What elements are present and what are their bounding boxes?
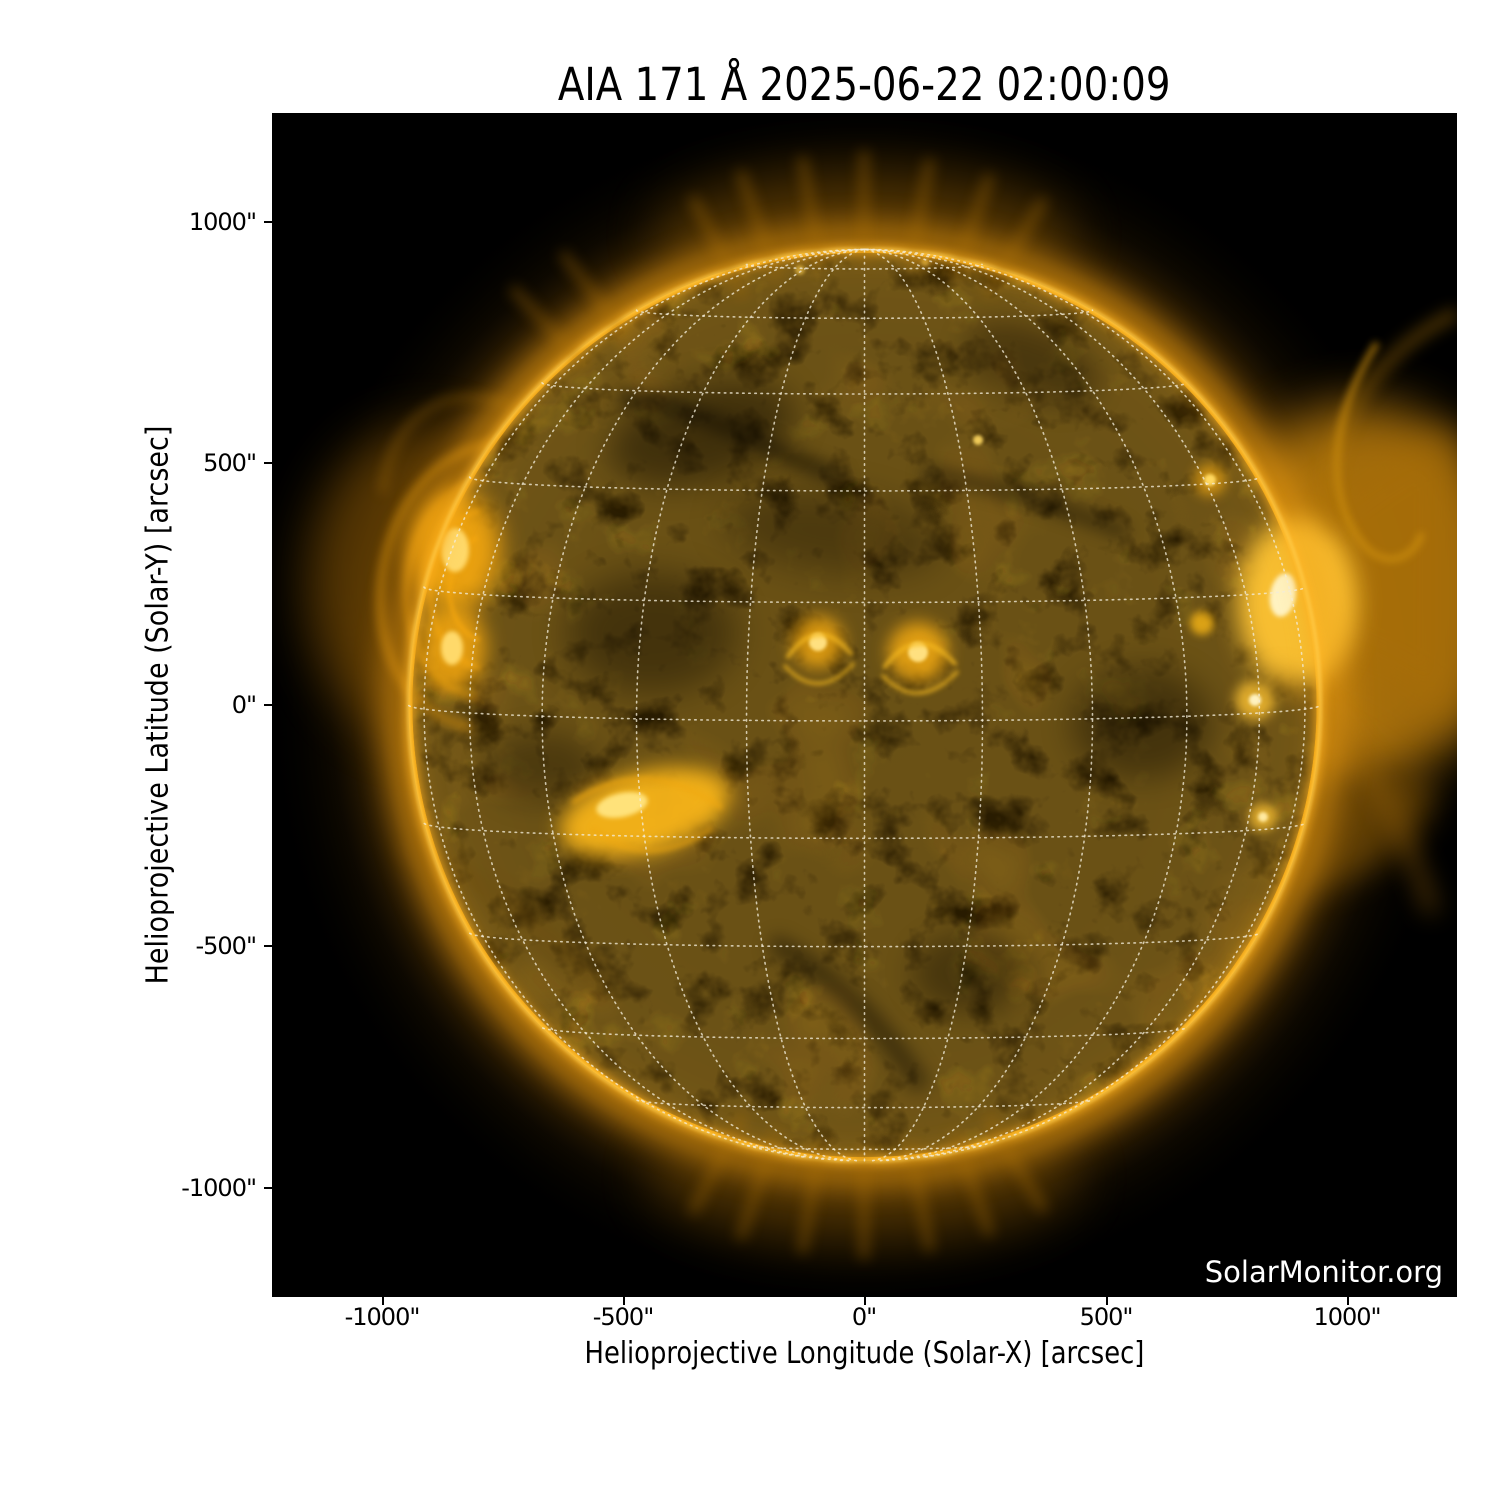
- y-tick-label: 1000": [188, 208, 257, 236]
- x-tick-label: 500": [1079, 1303, 1134, 1331]
- x-tick-mark: [1347, 1297, 1349, 1305]
- x-tick-mark: [864, 1297, 866, 1305]
- y-tick-mark: [264, 221, 272, 223]
- y-tick-mark: [264, 1187, 272, 1189]
- y-tick-label: -1000": [181, 1174, 257, 1202]
- x-tick-label: 0": [851, 1303, 877, 1331]
- solar-disk-image: [272, 113, 1457, 1297]
- x-tick-label: -1000": [344, 1303, 421, 1331]
- y-tick-mark: [264, 462, 272, 464]
- x-tick-mark: [623, 1297, 625, 1305]
- x-axis-label: Helioprojective Longitude (Solar-X) [arc…: [272, 1336, 1457, 1371]
- figure-title-text: AIA 171 Å 2025-06-22 02:00:09: [558, 58, 1171, 111]
- y-tick-label: 0": [231, 691, 257, 719]
- x-tick-label: 1000": [1313, 1303, 1381, 1331]
- dark-filaments: [487, 322, 1212, 1093]
- x-tick-label: -500": [592, 1303, 655, 1331]
- solar-image-plot: SolarMonitor.org: [272, 113, 1457, 1297]
- heliographic-grid: [408, 248, 1321, 1162]
- figure-title: AIA 171 Å 2025-06-22 02:00:09: [272, 58, 1457, 111]
- y-tick-label: 500": [203, 449, 257, 477]
- y-tick-mark: [264, 945, 272, 947]
- x-tick-mark: [382, 1297, 384, 1305]
- x-tick-mark: [1106, 1297, 1108, 1305]
- y-tick-label: -500": [195, 932, 257, 960]
- y-tick-mark: [264, 704, 272, 706]
- watermark-solarmonitor: SolarMonitor.org: [1204, 1255, 1443, 1289]
- x-axis-label-text: Helioprojective Longitude (Solar-X) [arc…: [584, 1336, 1145, 1371]
- polar-plumes: [508, 151, 1048, 1259]
